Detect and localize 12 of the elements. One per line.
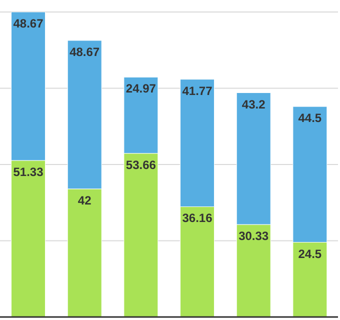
data-label: 30.33 xyxy=(238,229,269,244)
data-label: 53.66 xyxy=(126,158,156,172)
data-label: 24.97 xyxy=(126,82,156,96)
data-label: 51.33 xyxy=(13,164,44,179)
data-label: 24.5 xyxy=(298,246,322,261)
data-label: 48.67 xyxy=(13,16,44,31)
data-label: 41.77 xyxy=(182,84,213,98)
data-label: 43.2 xyxy=(242,97,266,112)
data-label: 36.16 xyxy=(182,211,213,226)
data-label: 42 xyxy=(78,193,92,208)
data-label: 44.5 xyxy=(298,111,322,126)
data-label: 48.67 xyxy=(70,44,100,59)
